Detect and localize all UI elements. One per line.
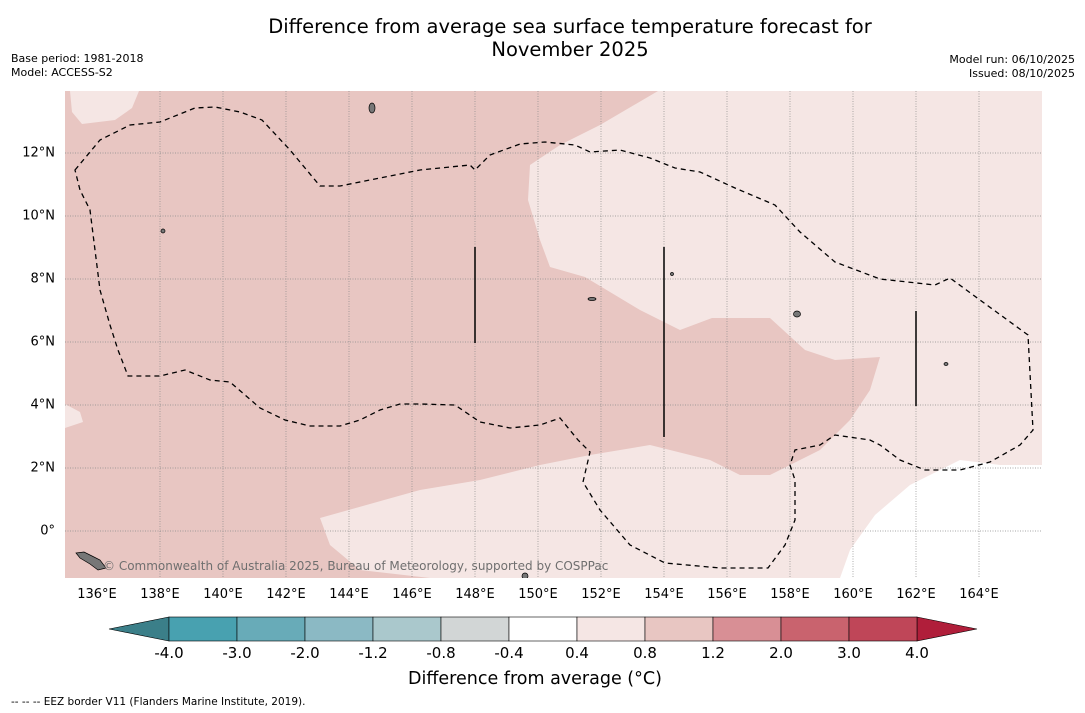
meta-left: Base period: 1981-2018 Model: ACCESS-S2 <box>11 52 143 79</box>
colorbar <box>108 616 978 642</box>
model-run: Model run: 06/10/2025 <box>949 53 1075 66</box>
y-tick-label: 4°N <box>30 397 56 413</box>
x-tick-label: 140°E <box>203 587 243 602</box>
anomaly-band-0.4-0.8 <box>65 404 83 428</box>
anomaly-band-0.4-0.8 <box>320 91 1042 578</box>
colorbar-label: -1.2 <box>358 644 388 662</box>
model-name: Model: ACCESS-S2 <box>11 65 113 79</box>
colorbar-swatch <box>236 616 306 642</box>
colorbar-title: Difference from average (°C) <box>408 669 662 689</box>
anomaly-band-neutral <box>840 460 1042 578</box>
colorbar-over-arrow <box>916 616 978 642</box>
y-tick-label: 8°N <box>30 271 56 287</box>
x-tick-label: 136°E <box>77 587 117 602</box>
colorbar-swatch <box>372 616 442 642</box>
colorbar-label: -0.4 <box>494 644 524 662</box>
colorbar-label: 0.4 <box>565 644 589 662</box>
colorbar-swatch <box>576 616 646 642</box>
colorbar-swatch <box>848 616 918 642</box>
colorbar-swatch <box>712 616 782 642</box>
x-tick-label: 144°E <box>329 587 369 602</box>
x-tick-label: 158°E <box>770 587 810 602</box>
eez-border <box>74 106 1034 569</box>
y-tick-label: 6°N <box>30 334 56 350</box>
y-tick-label: 2°N <box>30 460 56 476</box>
colorbar-swatch <box>780 616 850 642</box>
eez-segments <box>474 247 917 437</box>
colorbar-label: 0.8 <box>633 644 657 662</box>
title-line-1: Difference from average sea surface temp… <box>268 15 872 38</box>
x-tick-label: 142°E <box>266 587 306 602</box>
x-tick-label: 150°E <box>518 587 558 602</box>
x-tick-label: 160°E <box>833 587 873 602</box>
colorbar-label: 1.2 <box>701 644 725 662</box>
x-tick-label: 148°E <box>455 587 495 602</box>
colorbar-label: 3.0 <box>837 644 861 662</box>
y-tick-label: 12°N <box>22 145 55 161</box>
y-tick-label: 10°N <box>22 208 55 224</box>
colorbar-label: 4.0 <box>905 644 929 662</box>
x-tick-label: 164°E <box>959 587 999 602</box>
x-tick-label: 152°E <box>581 587 621 602</box>
islands <box>75 102 949 578</box>
anomaly-band-0.4-0.8 <box>70 91 139 124</box>
base-period: Base period: 1981-2018 <box>11 52 144 65</box>
gridlines <box>65 91 1042 578</box>
colorbar-swatch <box>304 616 374 642</box>
colorbar-label: -3.0 <box>222 644 252 662</box>
y-tick-label: 0° <box>40 523 55 539</box>
colorbar-swatch <box>440 616 510 642</box>
x-tick-label: 138°E <box>140 587 180 602</box>
x-tick-label: 162°E <box>896 587 936 602</box>
issued-date: Issued: 08/10/2025 <box>968 66 1075 80</box>
colorbar-swatch <box>168 616 238 642</box>
colorbar-label: 2.0 <box>769 644 793 662</box>
colorbar-label: -2.0 <box>290 644 320 662</box>
colorbar-swatch <box>644 616 714 642</box>
x-tick-label: 156°E <box>707 587 747 602</box>
credit-text: © Commonwealth of Australia 2025, Bureau… <box>103 559 609 573</box>
colorbar-label: -4.0 <box>154 644 184 662</box>
colorbar-label: -0.8 <box>426 644 456 662</box>
eez-legend-note: -- -- -- EEZ border V11 (Flanders Marine… <box>11 696 306 708</box>
x-tick-label: 146°E <box>392 587 432 602</box>
map-title: Difference from average sea surface temp… <box>0 15 1085 61</box>
colorbar-under-arrow <box>108 616 170 642</box>
colorbar-swatch <box>508 616 578 642</box>
meta-right: Model run: 06/10/2025 Issued: 08/10/2025 <box>949 53 1075 80</box>
x-tick-label: 154°E <box>644 587 684 602</box>
title-line-2: November 2025 <box>491 38 649 61</box>
